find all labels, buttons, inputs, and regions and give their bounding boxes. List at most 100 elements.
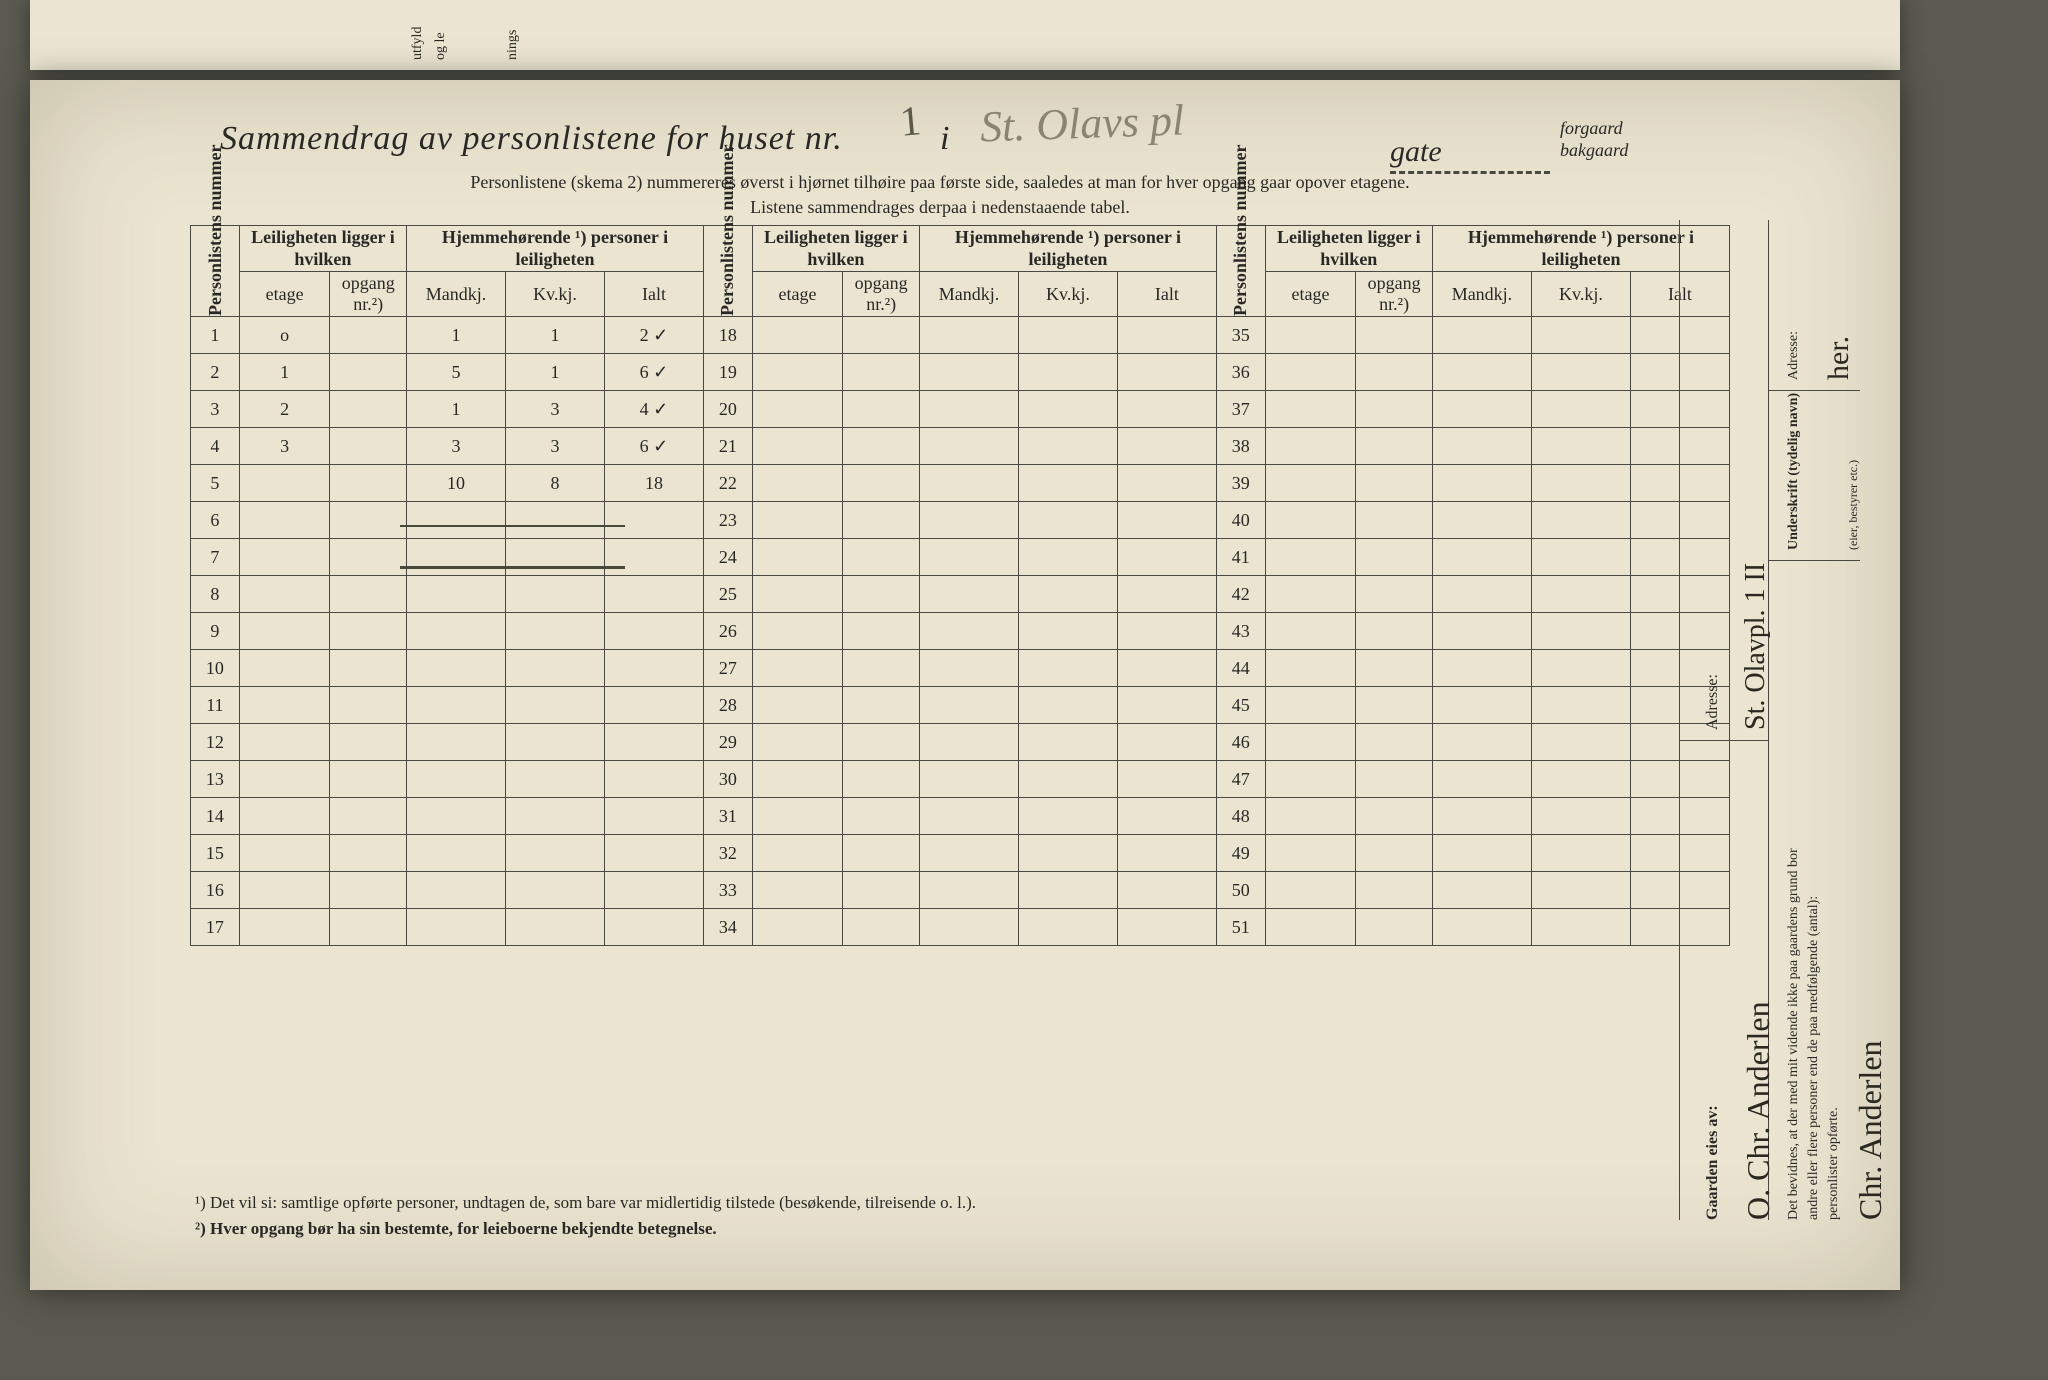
cell-opgang: [330, 465, 407, 502]
row-number: 36: [1216, 354, 1265, 391]
cell-etage: [752, 798, 843, 835]
sub-ialt-2: Ialt: [1117, 272, 1216, 317]
street-value: St. Olavs pl: [979, 94, 1185, 152]
table-row: 82542: [191, 576, 1730, 613]
cell-opgang: [843, 576, 920, 613]
table-row: 92643: [191, 613, 1730, 650]
cell-mandkj: [407, 761, 506, 798]
cell-opgang: [1356, 465, 1433, 502]
cell-kvkj: 3: [506, 391, 605, 428]
cell-kvkj: [1531, 576, 1630, 613]
cell-kvkj: [1531, 539, 1630, 576]
attest-line-3: personlister opførte.: [1826, 1107, 1842, 1220]
cell-kvkj: [1018, 354, 1117, 391]
owner-adresse-label: Adresse:: [1704, 674, 1722, 730]
cell-kvkj: [1018, 761, 1117, 798]
role-label: (eier, bestyrer etc.): [1846, 460, 1861, 550]
cell-etage: [1265, 872, 1356, 909]
cell-kvkj: [506, 909, 605, 946]
cell-opgang: [1356, 391, 1433, 428]
cell-kvkj: [1531, 613, 1630, 650]
cell-mandkj: [920, 428, 1019, 465]
cell-mandkj: [1432, 613, 1531, 650]
cell-opgang: [843, 502, 920, 539]
cell-mandkj: [407, 502, 506, 539]
cell-etage: [1265, 835, 1356, 872]
gaarden-eies-label: Gaarden eies av:: [1704, 1105, 1722, 1220]
cell-etage: [1265, 502, 1356, 539]
cell-opgang: [1356, 613, 1433, 650]
cell-kvkj: [1018, 428, 1117, 465]
row-number: 33: [703, 872, 752, 909]
cell-mandkj: [1432, 317, 1531, 354]
sign-adresse-value: her.: [1822, 336, 1856, 380]
cell-etage: [239, 539, 330, 576]
table-row: 122946: [191, 724, 1730, 761]
sub-mandkj-3: Mandkj.: [1432, 272, 1531, 317]
cell-kvkj: [1018, 502, 1117, 539]
cell-kvkj: [1531, 872, 1630, 909]
cell-etage: [752, 724, 843, 761]
cell-kvkj: [1531, 687, 1630, 724]
row-number: 43: [1216, 613, 1265, 650]
table-row: 112845: [191, 687, 1730, 724]
cell-ialt: [604, 576, 703, 613]
cell-kvkj: [506, 502, 605, 539]
cell-mandkj: [920, 613, 1019, 650]
cell-mandkj: 1: [407, 317, 506, 354]
cell-ialt: [1117, 798, 1216, 835]
sub-opgang-1: opgang nr.²): [330, 272, 407, 317]
sub-opgang-2: opgang nr.²): [843, 272, 920, 317]
summary-table-wrap: Personlistens nummer Leiligheten ligger …: [190, 225, 1730, 946]
row-number: 29: [703, 724, 752, 761]
cell-ialt: [604, 761, 703, 798]
sign-adresse-label: Adresse:: [1786, 331, 1802, 380]
cell-opgang: [843, 835, 920, 872]
cell-mandkj: [407, 576, 506, 613]
row-number: 26: [703, 613, 752, 650]
cell-ialt: [1117, 539, 1216, 576]
cell-opgang: [330, 872, 407, 909]
row-number: 12: [191, 724, 240, 761]
row-number: 25: [703, 576, 752, 613]
cell-kvkj: [1018, 650, 1117, 687]
cell-etage: [752, 317, 843, 354]
attestation-column: Det bevidnes, at der med mit vidende ikk…: [1768, 220, 1860, 1220]
sub-etage-2: etage: [752, 272, 843, 317]
cell-kvkj: [1018, 613, 1117, 650]
cell-opgang: [330, 502, 407, 539]
cell-etage: [239, 724, 330, 761]
instruction-line-1: Personlistene (skema 2) nummereres øvers…: [470, 172, 1409, 192]
cell-opgang: [1356, 354, 1433, 391]
cell-mandkj: [1432, 539, 1531, 576]
cell-ialt: [1117, 835, 1216, 872]
sub-ialt-1: Ialt: [604, 272, 703, 317]
cell-etage: [1265, 354, 1356, 391]
row-number: 14: [191, 798, 240, 835]
cell-mandkj: [1432, 761, 1531, 798]
cell-etage: [239, 502, 330, 539]
cell-opgang: [1356, 761, 1433, 798]
i-literal: i: [940, 120, 950, 158]
table-row: 21516 ✓1936: [191, 354, 1730, 391]
row-number: 22: [703, 465, 752, 502]
row-number: 7: [191, 539, 240, 576]
row-number: 13: [191, 761, 240, 798]
cell-etage: [239, 872, 330, 909]
col-personlistens-nr-2: Personlistens nummer: [703, 226, 752, 317]
cell-opgang: [843, 317, 920, 354]
cell-kvkj: 1: [506, 354, 605, 391]
top-page-fragment: utfyld og le nings: [30, 0, 1900, 70]
row-number: 49: [1216, 835, 1265, 872]
cell-opgang: [843, 909, 920, 946]
cell-etage: [752, 835, 843, 872]
cell-opgang: [843, 428, 920, 465]
cell-etage: [239, 576, 330, 613]
col-personlistens-nr-1: Personlistens nummer: [191, 226, 240, 317]
cell-etage: [239, 650, 330, 687]
cell-etage: 2: [239, 391, 330, 428]
cell-ialt: [1117, 761, 1216, 798]
cell-etage: [1265, 428, 1356, 465]
cell-opgang: [330, 317, 407, 354]
row-number: 37: [1216, 391, 1265, 428]
